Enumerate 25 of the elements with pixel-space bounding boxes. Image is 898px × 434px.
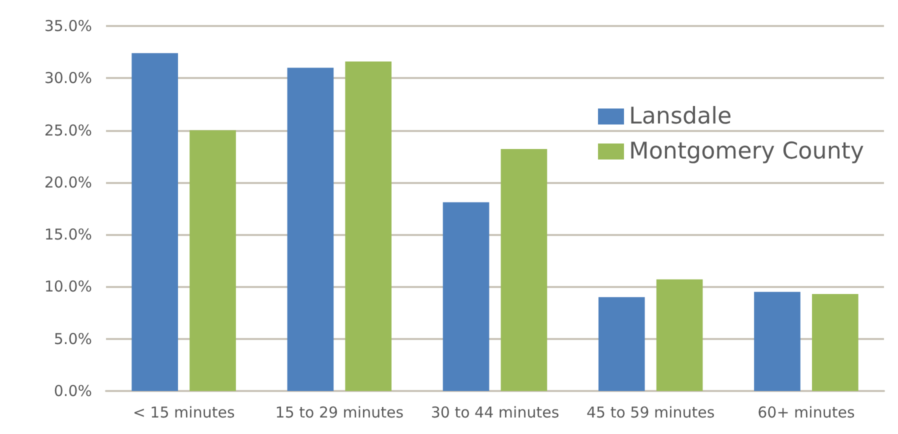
bar (598, 297, 645, 391)
legend-label: Lansdale (629, 104, 732, 130)
bar (345, 61, 392, 391)
y-tick-label: 20.0% (44, 173, 92, 192)
x-tick-label: 60+ minutes (758, 404, 855, 422)
bar (442, 202, 490, 391)
y-tick-label: 10.0% (44, 278, 92, 296)
x-tick-label: 45 to 59 minutes (586, 404, 715, 422)
y-tick-label: 25.0% (44, 121, 92, 140)
bar (190, 130, 236, 391)
bar (500, 149, 548, 391)
bar (656, 279, 703, 391)
bar (812, 294, 858, 391)
y-tick-label: 30.0% (44, 69, 92, 88)
x-tick-label: 15 to 29 minutes (275, 404, 404, 422)
bar (132, 53, 178, 391)
legend-label: Montgomery County (629, 138, 864, 164)
y-tick-label: 35.0% (44, 17, 92, 35)
y-tick-label: 15.0% (44, 226, 92, 244)
y-tick-label: 0.0% (54, 382, 92, 400)
y-tick-label: 5.0% (54, 330, 92, 348)
bar (754, 292, 800, 391)
bar (287, 68, 334, 391)
x-tick-label: < 15 minutes (132, 404, 235, 422)
x-tick-label: 30 to 44 minutes (430, 404, 560, 422)
